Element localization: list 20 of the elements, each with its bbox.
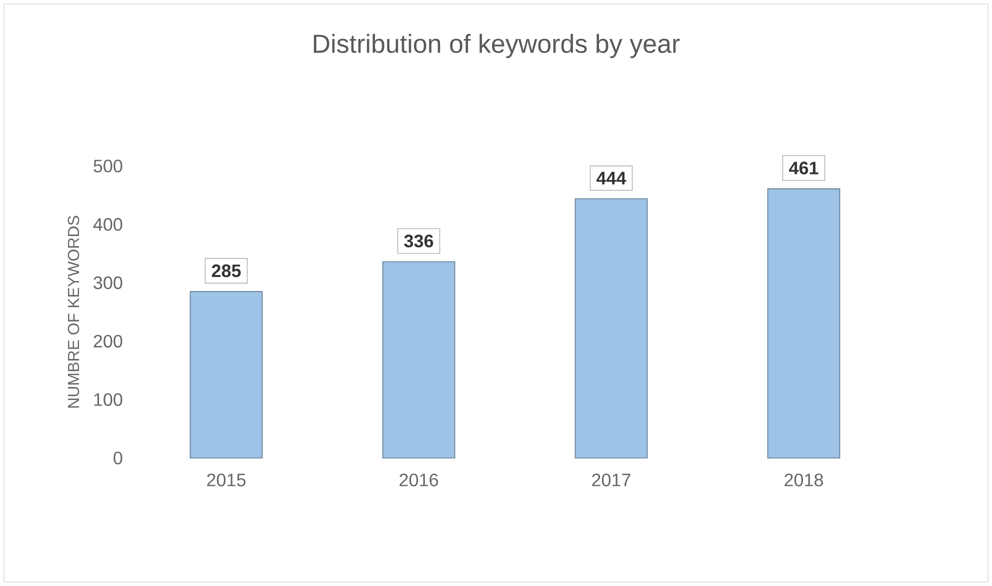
bar [190, 291, 263, 458]
y-axis-title: NUMBRE OF KEYWORDS [68, 216, 80, 408]
y-tick-label: 200 [94, 334, 122, 348]
bar [382, 261, 456, 458]
y-tick-label: 0 [114, 452, 122, 464]
x-tick-label: 2018 [784, 474, 823, 486]
x-tick-label: 2016 [400, 474, 438, 486]
data-label: 444 [596, 172, 626, 184]
y-tick-label: 400 [93, 218, 122, 231]
data-label: 336 [404, 234, 434, 248]
bar [767, 188, 840, 458]
y-tick-label: 500 [94, 160, 122, 172]
chart-title: Distribution of keywords by year [314, 34, 680, 58]
y-tick-label: 300 [94, 276, 122, 290]
y-tick-label: 100 [94, 393, 122, 406]
x-tick-label: 2017 [592, 474, 630, 486]
x-tick-label: 2015 [207, 474, 246, 486]
data-label: 285 [212, 264, 241, 278]
bar [574, 198, 648, 458]
data-label: 461 [789, 162, 818, 174]
